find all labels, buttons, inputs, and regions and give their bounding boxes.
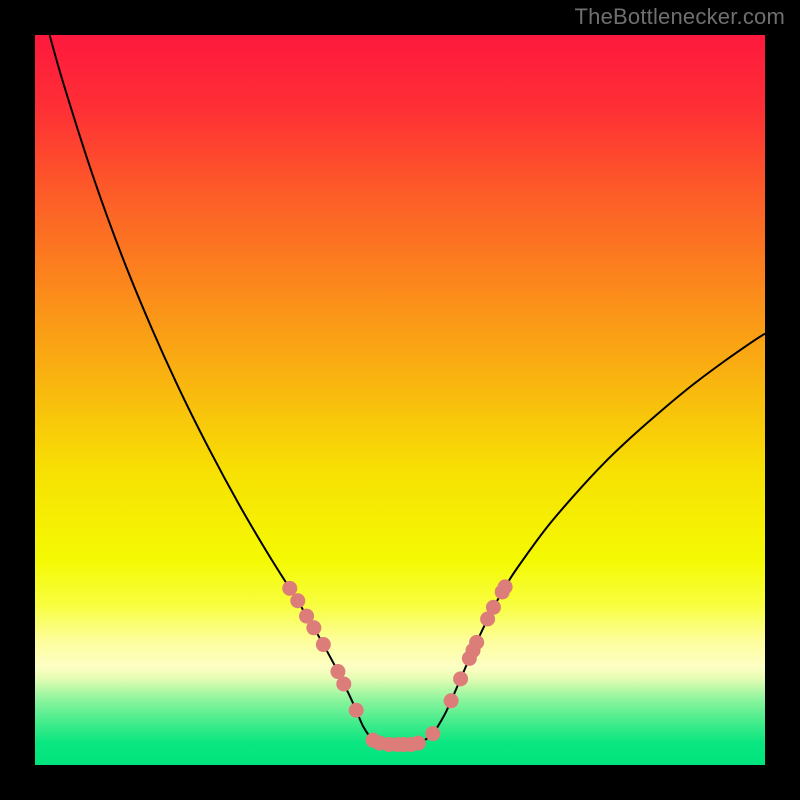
- scatter-marker: [316, 637, 331, 652]
- bottleneck-curve-chart: [0, 0, 800, 800]
- scatter-marker: [444, 693, 459, 708]
- scatter-marker: [349, 703, 364, 718]
- scatter-marker: [336, 676, 351, 691]
- scatter-marker: [486, 600, 501, 615]
- chart-stage: TheBottlenecker.com: [0, 0, 800, 800]
- scatter-marker: [425, 726, 440, 741]
- scatter-marker: [498, 579, 513, 594]
- scatter-marker: [453, 671, 468, 686]
- scatter-marker: [290, 593, 305, 608]
- plot-background: [35, 35, 765, 765]
- scatter-marker: [411, 736, 426, 751]
- scatter-marker: [282, 581, 297, 596]
- watermark-text: TheBottlenecker.com: [575, 4, 785, 30]
- scatter-marker: [469, 635, 484, 650]
- scatter-marker: [306, 620, 321, 635]
